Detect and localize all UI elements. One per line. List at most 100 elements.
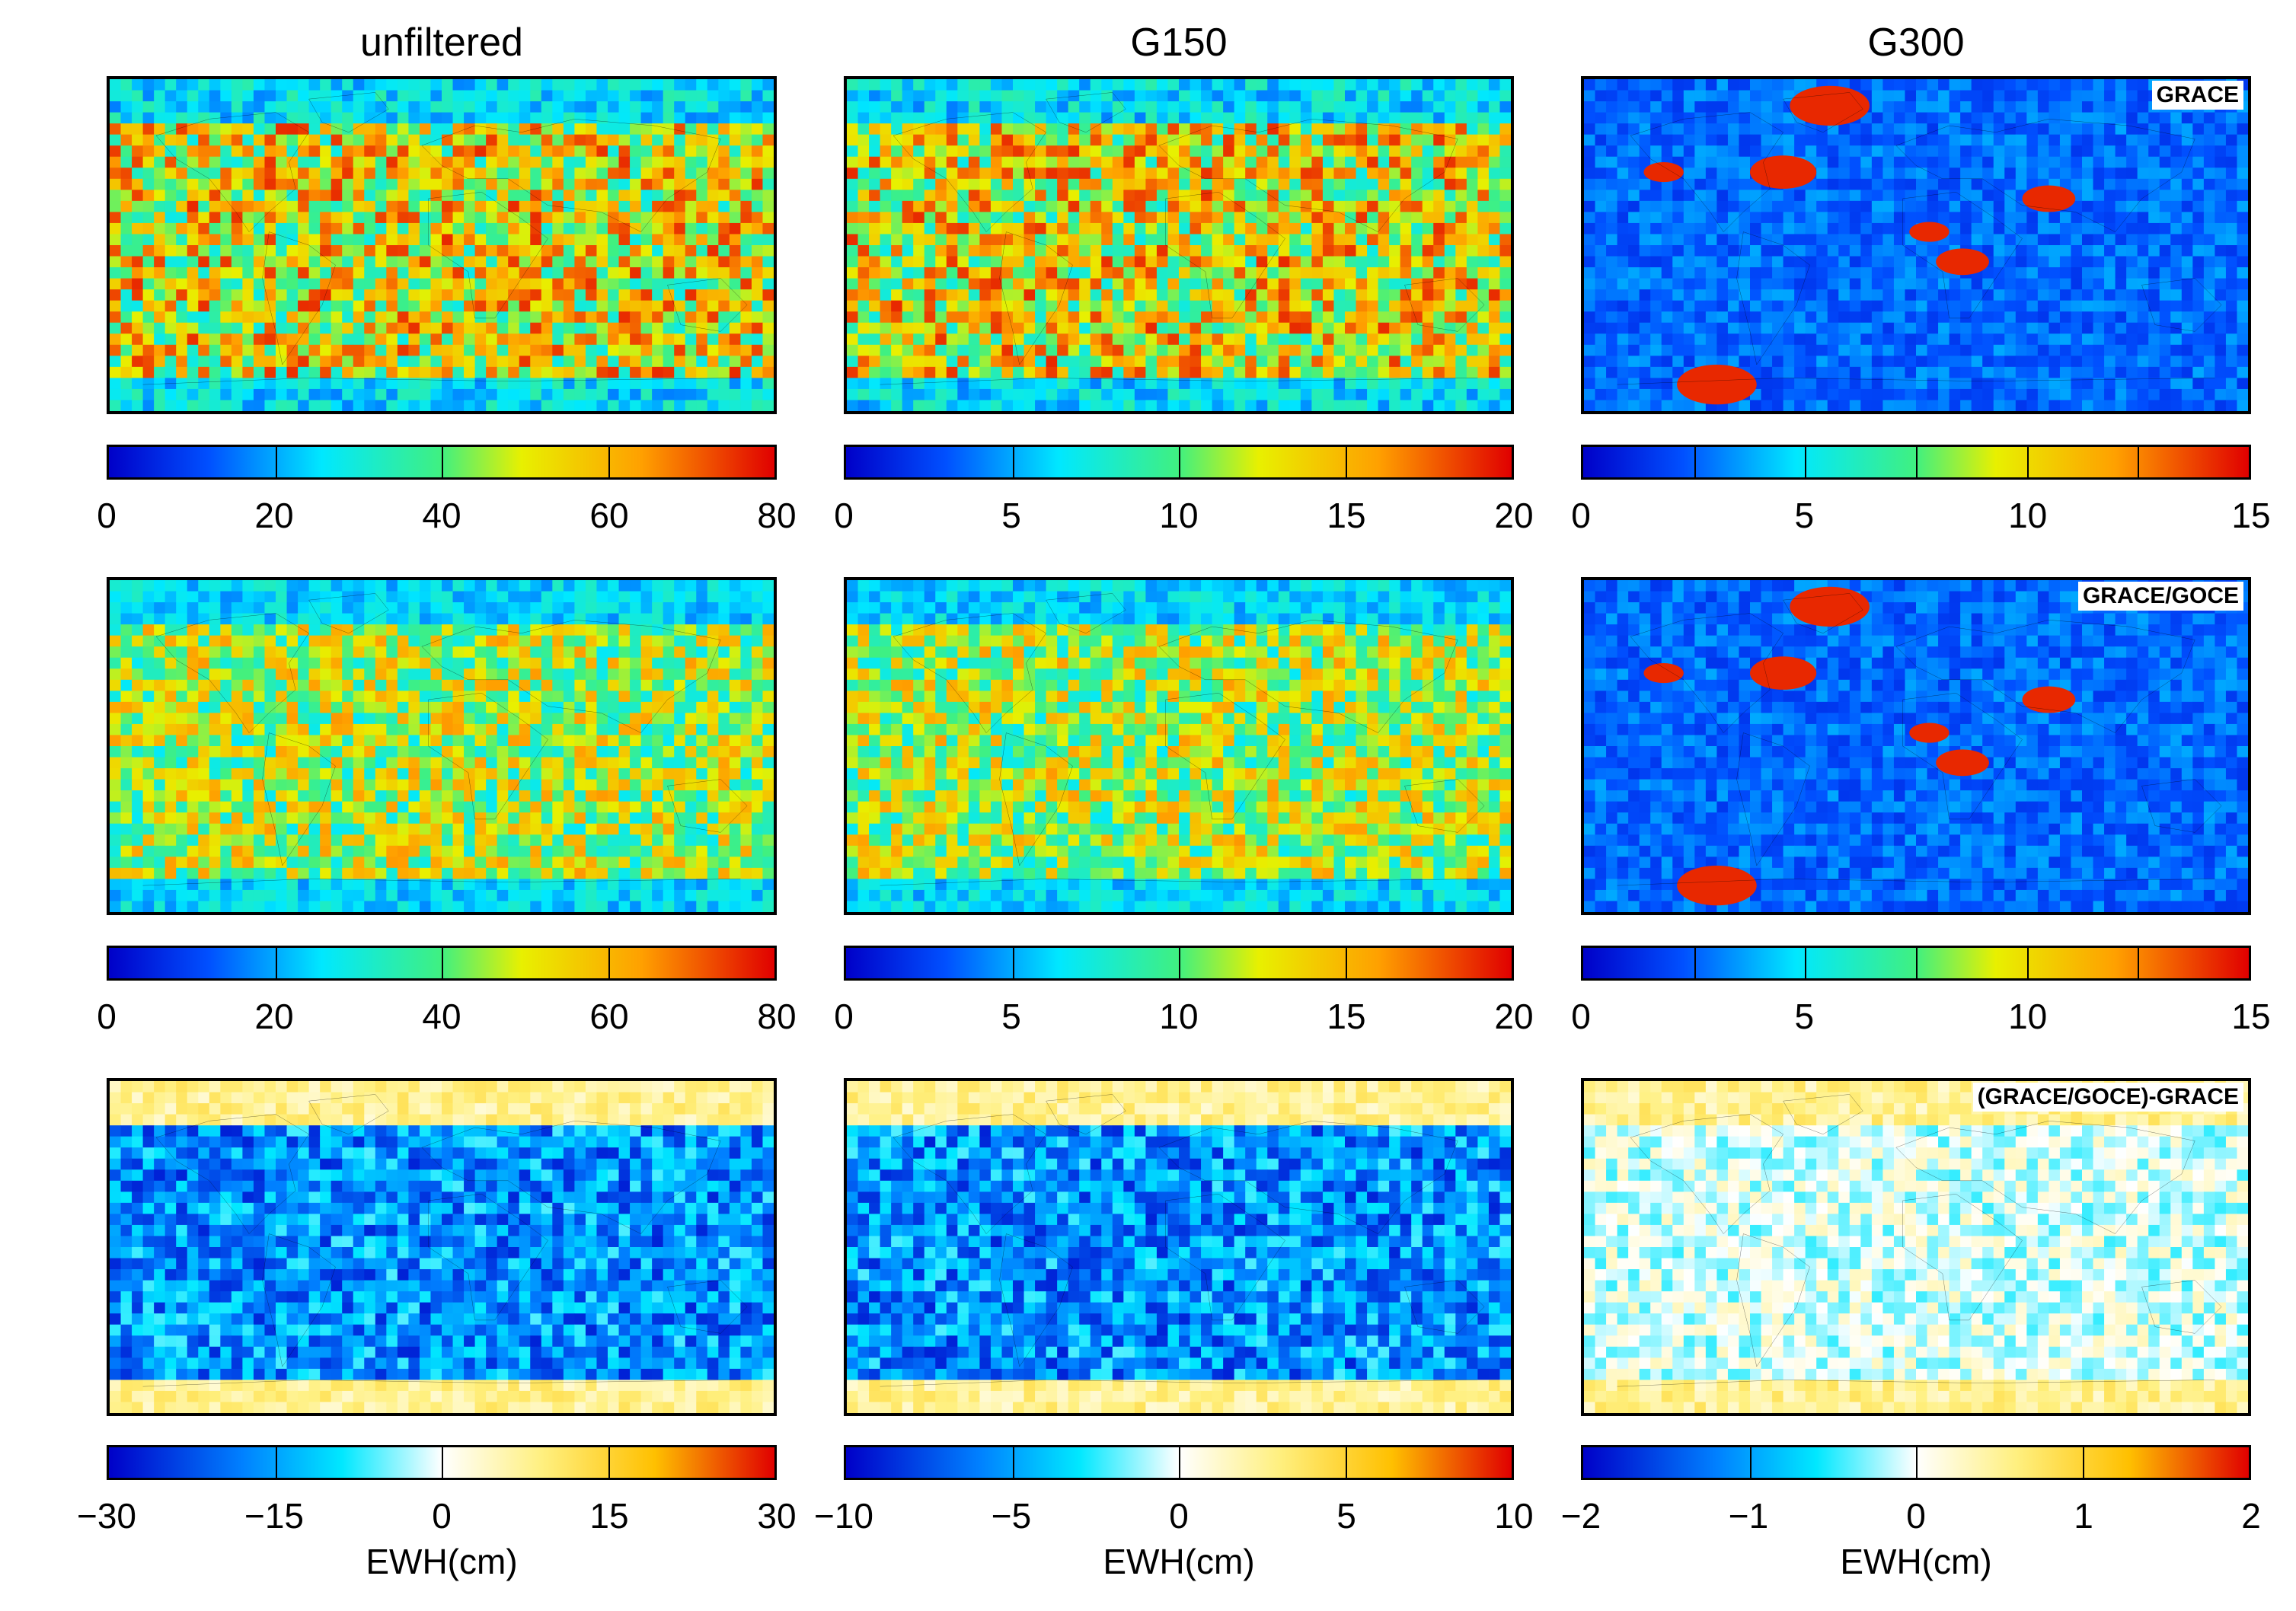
panel-label-row-2: GRACE/GOCE bbox=[2077, 582, 2243, 611]
coastline-5 bbox=[1166, 192, 1285, 318]
colorbar-tick-label-r3-c2: 0 bbox=[1169, 1496, 1189, 1536]
coastline-7 bbox=[143, 1380, 741, 1386]
colorbar-tick-label-r1-c2: 5 bbox=[1001, 496, 1021, 535]
colorbar-tick-label-r1-c2: 10 bbox=[1159, 496, 1199, 535]
colorbar-tick-label-r3-c1: −30 bbox=[76, 1496, 137, 1536]
colorbar-tickmark bbox=[1179, 447, 1180, 477]
colorbar-tick-label-r3-c3: 2 bbox=[2241, 1496, 2261, 1536]
coastline-6 bbox=[1404, 279, 1484, 332]
coastline-7 bbox=[1617, 1380, 2215, 1386]
coastline-7 bbox=[1617, 378, 2215, 384]
colorbar-tickmark bbox=[1694, 948, 1696, 978]
colorbar-tickmark bbox=[1345, 447, 1347, 477]
coastline-6 bbox=[2141, 780, 2221, 833]
coastline-7 bbox=[143, 378, 741, 384]
signal-hotspot-7 bbox=[1909, 222, 1950, 242]
colorbar-tick-label-r2-c3: 0 bbox=[1571, 997, 1591, 1036]
heatmap-cells-r1-c3 bbox=[1584, 79, 2248, 411]
colorbar-tickmark bbox=[608, 948, 610, 978]
heatmap-field-r3-c3 bbox=[1584, 1081, 2248, 1413]
heatmap-field-r1-c3 bbox=[1584, 79, 2248, 411]
map-panel-r2-c1 bbox=[107, 577, 777, 915]
colorbar-tick-label-r2-c1: 60 bbox=[589, 997, 629, 1036]
coastline-5 bbox=[1903, 1194, 2023, 1320]
signal-hotspot-1 bbox=[1750, 656, 1817, 690]
colorbar-tickmark bbox=[442, 447, 443, 477]
colorbar-tickmark bbox=[1012, 447, 1014, 477]
colorbar-r2-c2 bbox=[844, 946, 1514, 981]
coastline-1 bbox=[1630, 614, 1783, 733]
colorbar-tick-label-r3-c1: 15 bbox=[589, 1496, 629, 1536]
colorbar-tickmark bbox=[1916, 948, 1918, 978]
coastline-1 bbox=[156, 614, 309, 733]
colorbar-tick-label-r1-c2: 15 bbox=[1327, 496, 1366, 535]
colorbar-tickmark bbox=[1749, 1447, 1752, 1478]
colorbar-tick-label-r2-c1: 0 bbox=[97, 997, 117, 1036]
signal-hotspot-6 bbox=[1790, 85, 1870, 126]
heatmap-field-r2-c3 bbox=[1584, 580, 2248, 912]
colorbar-r1-c3 bbox=[1581, 445, 2251, 480]
colorbar-tickmark bbox=[2138, 948, 2140, 978]
coastline-4 bbox=[422, 1121, 720, 1233]
colorbar-tickmark bbox=[608, 447, 610, 477]
coastline-5 bbox=[429, 693, 548, 819]
colorbar-tick-label-r3-c3: 0 bbox=[1906, 1496, 1926, 1536]
coastline-1 bbox=[156, 1115, 309, 1234]
colorbar-tick-label-r1-c1: 40 bbox=[422, 496, 461, 535]
coastline-2 bbox=[309, 1094, 389, 1134]
colorbar-r2-c1 bbox=[107, 946, 777, 981]
signal-hotspot-2 bbox=[1643, 663, 1684, 684]
coastline-2 bbox=[309, 92, 389, 132]
colorbar-tickmark bbox=[1179, 948, 1180, 978]
coastline-7 bbox=[1617, 879, 2215, 885]
coastline-5 bbox=[429, 192, 548, 318]
colorbar-r1-c2 bbox=[844, 445, 1514, 480]
column-title-g150: G150 bbox=[1130, 21, 1228, 65]
colorbar-tickmark bbox=[2082, 1447, 2084, 1478]
unit-label-col-1: EWH(cm) bbox=[366, 1542, 518, 1581]
signal-hotspot-7 bbox=[1909, 723, 1950, 743]
colorbar-tickmark bbox=[1012, 1447, 1014, 1478]
colorbar-tickmark bbox=[2026, 447, 2029, 477]
coastline-2 bbox=[1046, 593, 1126, 633]
colorbar-tick-label-r3-c2: 10 bbox=[1494, 1496, 1534, 1536]
colorbar-tickmark bbox=[1345, 948, 1347, 978]
colorbar-tickmark bbox=[1916, 447, 1918, 477]
unit-label-col-3: EWH(cm) bbox=[1840, 1542, 1992, 1581]
colorbar-tick-label-r3-c1: −15 bbox=[244, 1496, 305, 1536]
colorbar-tick-label-r3-c3: −1 bbox=[1728, 1496, 1769, 1536]
coastline-1 bbox=[893, 1115, 1046, 1234]
colorbar-tickmark bbox=[1916, 1447, 1918, 1478]
coastline-3 bbox=[1000, 1234, 1073, 1367]
map-panel-r1-c3: GRACE bbox=[1581, 76, 2251, 414]
coastlines-r1-c3 bbox=[1617, 92, 2222, 384]
colorbar-tickmark bbox=[275, 948, 277, 978]
coastlines-r2-c1 bbox=[143, 593, 748, 885]
coastlines-r1-c2 bbox=[880, 92, 1485, 384]
colorbar-tick-label-r2-c2: 10 bbox=[1159, 997, 1199, 1036]
coastline-6 bbox=[2141, 1281, 2221, 1334]
panel-label-row-3: (GRACE/GOCE)-GRACE bbox=[1972, 1083, 2243, 1112]
colorbar-tick-label-r3-c2: 5 bbox=[1336, 1496, 1356, 1536]
coastlines-r2-c2 bbox=[880, 593, 1485, 885]
coastline-7 bbox=[880, 879, 1478, 885]
colorbar-r3-c1 bbox=[107, 1445, 777, 1480]
coastline-3 bbox=[263, 1234, 336, 1367]
coastlines-r3-c2 bbox=[880, 1094, 1485, 1386]
coastline-3 bbox=[263, 232, 336, 365]
coastline-2 bbox=[1783, 1094, 1863, 1134]
coastline-5 bbox=[1903, 693, 2023, 819]
map-panel-r3-c1 bbox=[107, 1078, 777, 1416]
coastline-1 bbox=[1630, 1115, 1783, 1234]
heatmap-field-r1-c2 bbox=[847, 79, 1511, 411]
coastline-7 bbox=[880, 378, 1478, 384]
colorbar-tick-label-r1-c1: 20 bbox=[254, 496, 294, 535]
coastline-1 bbox=[156, 113, 309, 232]
colorbar-tick-label-r3-c3: −2 bbox=[1560, 1496, 1601, 1536]
map-panel-r1-c2 bbox=[844, 76, 1514, 414]
heatmap-cells-r2-c1 bbox=[110, 580, 774, 912]
coastline-6 bbox=[667, 1281, 747, 1334]
coastline-2 bbox=[1046, 92, 1126, 132]
coastline-6 bbox=[2141, 279, 2221, 332]
column-title-g300: G300 bbox=[1867, 21, 1965, 65]
